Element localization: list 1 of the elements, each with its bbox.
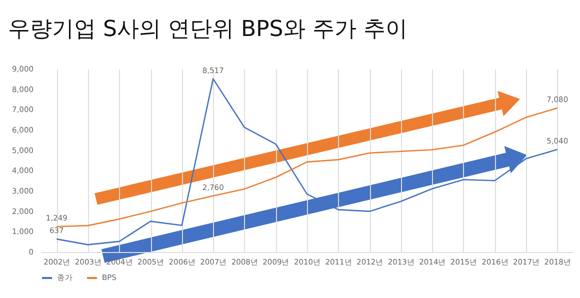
chart-title: 우량기업 S사의 연단위 BPS와 주가 추이: [8, 17, 408, 42]
